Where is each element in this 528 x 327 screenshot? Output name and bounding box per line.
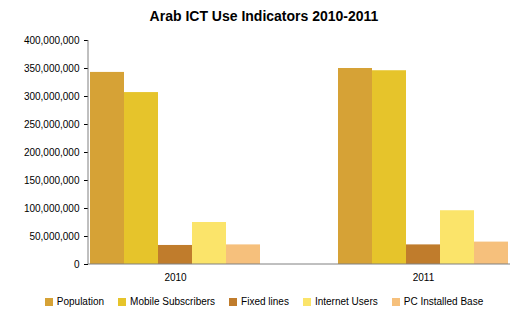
html-text:Internet Users: Internet Users xyxy=(314,296,378,307)
html-text:Mobile Subscribers: Mobile Subscribers xyxy=(130,296,216,307)
svg-text:200,000,000: 200,000,000 xyxy=(24,147,80,158)
svg-text:400,000,000: 400,000,000 xyxy=(24,35,80,46)
svg-text:150,000,000: 150,000,000 xyxy=(24,175,80,186)
svg-text:300,000,000: 300,000,000 xyxy=(24,91,80,102)
svg-text:0: 0 xyxy=(74,259,80,270)
svg-text:2011: 2011 xyxy=(413,272,435,283)
svg-text:50,000,000: 50,000,000 xyxy=(29,231,79,242)
svg-text:350,000,000: 350,000,000 xyxy=(24,63,80,74)
svg-text:100,000,000: 100,000,000 xyxy=(24,203,80,214)
html-text:PC Installed Base: PC Installed Base xyxy=(403,296,484,307)
svg-text:2010: 2010 xyxy=(164,272,187,283)
svg-text:250,000,000: 250,000,000 xyxy=(24,119,80,130)
html-text:Arab ICT Use Indicators 2010-2: Arab ICT Use Indicators 2010-2011 xyxy=(149,8,379,24)
html-text:Population: Population xyxy=(56,296,104,307)
html-text:Fixed lines: Fixed lines xyxy=(241,296,289,307)
